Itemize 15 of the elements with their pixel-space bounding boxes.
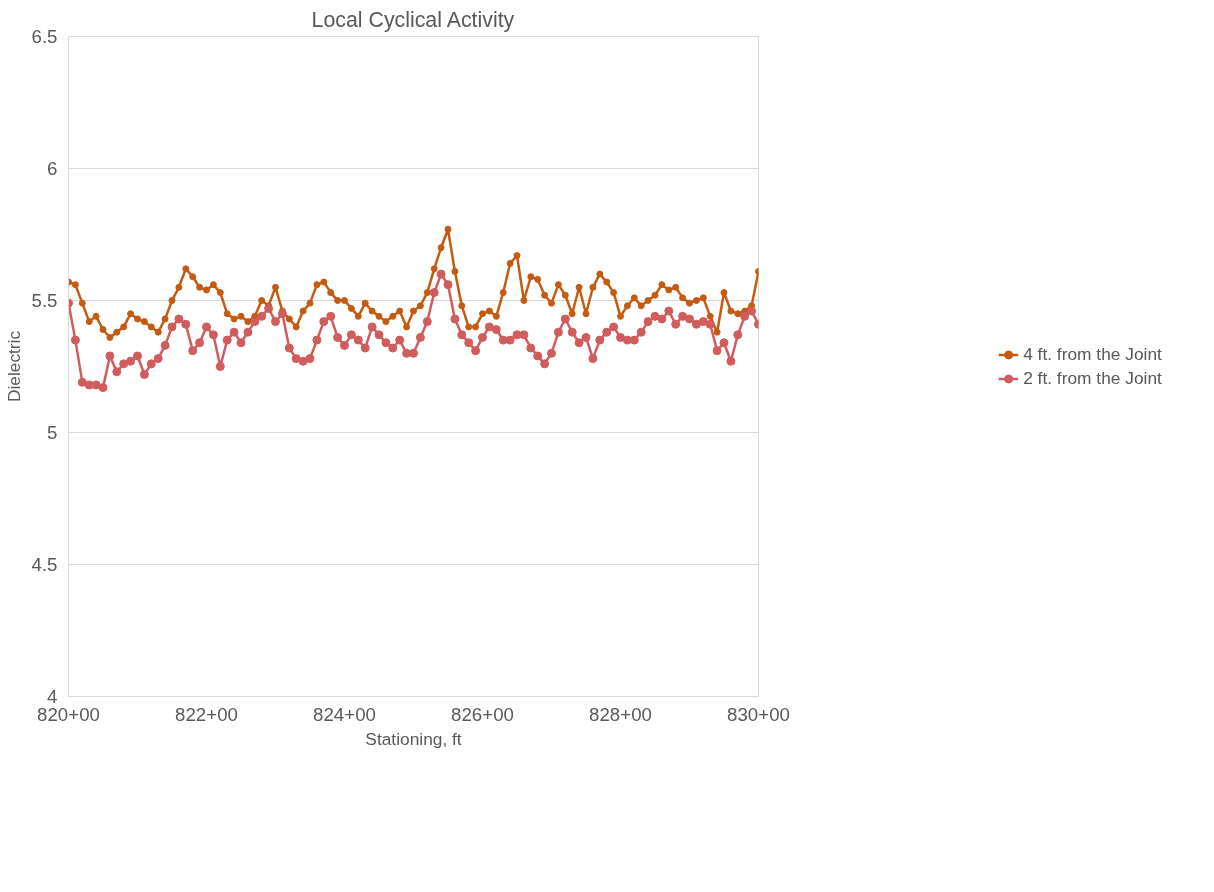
y-tick-label: 6.5 bbox=[31, 26, 58, 47]
x-axis-title: Stationing, ft bbox=[365, 728, 462, 749]
legend-label: 2 ft. from the Joint bbox=[1023, 367, 1162, 389]
x-tick-label: 822+00 bbox=[175, 703, 238, 725]
legend-label: 4 ft. from the Joint bbox=[1023, 343, 1162, 365]
x-tick-label: 826+00 bbox=[451, 703, 514, 725]
y-tick-label: 5.5 bbox=[31, 290, 58, 311]
x-tick-label: 830+00 bbox=[727, 703, 790, 725]
y-tick-label: 6 bbox=[47, 158, 58, 179]
x-tick-label: 824+00 bbox=[313, 703, 376, 725]
chart-title: Local Cyclical Activity bbox=[311, 7, 515, 32]
y-tick-label: 5 bbox=[47, 422, 58, 443]
y-tick-label: 4.5 bbox=[31, 554, 58, 575]
y-axis-title: Dielectric bbox=[3, 330, 24, 403]
x-tick-label: 828+00 bbox=[589, 703, 652, 725]
